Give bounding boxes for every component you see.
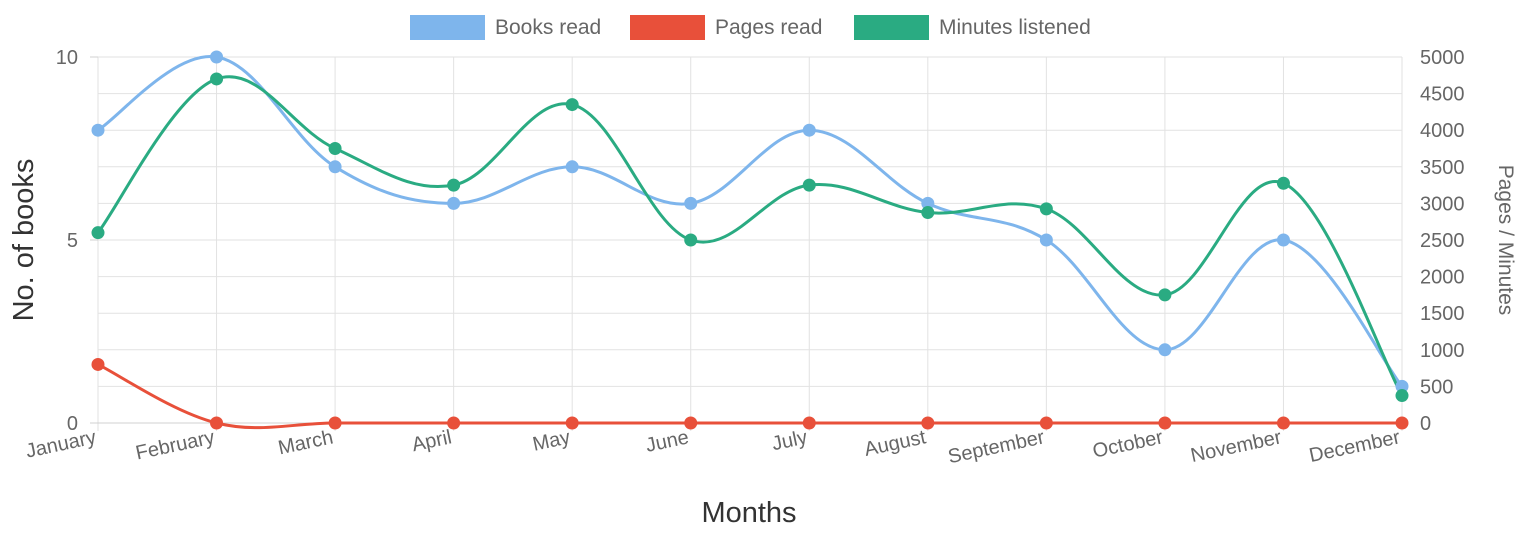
data-point-books-read[interactable] bbox=[91, 123, 105, 137]
legend[interactable]: Books read Pages read Minutes listened bbox=[410, 15, 1091, 40]
data-point-minutes-listened[interactable] bbox=[565, 98, 579, 112]
data-point-books-read[interactable] bbox=[802, 123, 816, 137]
legend-label: Pages read bbox=[715, 16, 822, 39]
data-point-pages-read[interactable] bbox=[1276, 416, 1290, 430]
data-point-pages-read[interactable] bbox=[210, 416, 224, 430]
data-point-pages-read[interactable] bbox=[1039, 416, 1053, 430]
x-tick-label: September bbox=[946, 426, 1047, 468]
data-point-pages-read[interactable] bbox=[565, 416, 579, 430]
legend-item-books-read[interactable]: Books read bbox=[410, 15, 601, 40]
y2-tick-label: 2000 bbox=[1420, 267, 1465, 289]
legend-item-pages-read[interactable]: Pages read bbox=[630, 15, 822, 40]
y2-tick-label: 5000 bbox=[1420, 47, 1465, 69]
x-tick-label: July bbox=[770, 426, 809, 455]
data-point-pages-read[interactable] bbox=[447, 416, 461, 430]
legend-label: Books read bbox=[495, 16, 601, 39]
data-point-books-read[interactable] bbox=[565, 160, 579, 174]
data-point-pages-read[interactable] bbox=[328, 416, 342, 430]
x-tick-label: April bbox=[410, 426, 454, 456]
y-tick-label: 0 bbox=[67, 413, 78, 435]
data-point-minutes-listened[interactable] bbox=[447, 178, 461, 192]
data-point-minutes-listened[interactable] bbox=[684, 233, 698, 247]
x-tick-label: November bbox=[1189, 426, 1284, 467]
series-lines bbox=[96, 55, 1404, 430]
y2-tick-label: 3000 bbox=[1420, 193, 1465, 215]
data-point-books-read[interactable] bbox=[1039, 233, 1053, 247]
grid-lines bbox=[97, 56, 1403, 431]
data-point-pages-read[interactable] bbox=[1158, 416, 1172, 430]
data-point-minutes-listened[interactable] bbox=[921, 206, 935, 220]
data-point-books-read[interactable] bbox=[328, 160, 342, 174]
data-point-minutes-listened[interactable] bbox=[91, 226, 105, 240]
data-point-pages-read[interactable] bbox=[802, 416, 816, 430]
data-point-books-read[interactable] bbox=[1276, 233, 1290, 247]
series-line-pages-read bbox=[97, 363, 1402, 430]
x-tick-label: March bbox=[276, 426, 335, 459]
data-point-books-read[interactable] bbox=[921, 196, 935, 210]
legend-swatch bbox=[854, 15, 929, 40]
data-point-pages-read[interactable] bbox=[1395, 416, 1409, 430]
y-tick-label: 10 bbox=[56, 47, 78, 69]
data-point-books-read[interactable] bbox=[1395, 379, 1409, 393]
data-point-pages-read[interactable] bbox=[91, 357, 105, 371]
y-axis-title: No. of books bbox=[8, 159, 40, 322]
legend-swatch bbox=[410, 15, 485, 40]
y2-tick-label: 2500 bbox=[1420, 230, 1465, 252]
legend-label: Minutes listened bbox=[939, 16, 1091, 39]
y-tick-label: 5 bbox=[67, 230, 78, 252]
data-point-minutes-listened[interactable] bbox=[1158, 288, 1172, 302]
legend-swatch bbox=[630, 15, 705, 40]
data-point-minutes-listened[interactable] bbox=[802, 178, 816, 192]
y2-tick-label: 500 bbox=[1420, 376, 1453, 398]
y2-tick-label: 0 bbox=[1420, 413, 1431, 435]
data-point-minutes-listened[interactable] bbox=[210, 72, 224, 86]
x-tick-label: January bbox=[24, 426, 98, 462]
x-tick-label: August bbox=[862, 426, 928, 461]
data-point-books-read[interactable] bbox=[447, 196, 461, 210]
data-point-minutes-listened[interactable] bbox=[1039, 202, 1053, 216]
data-point-minutes-listened[interactable] bbox=[1395, 389, 1409, 403]
x-tick-label: February bbox=[134, 426, 217, 464]
data-point-pages-read[interactable] bbox=[684, 416, 698, 430]
data-point-books-read[interactable] bbox=[684, 196, 698, 210]
legend-item-minutes-listened[interactable]: Minutes listened bbox=[854, 15, 1091, 40]
series-line-books-read bbox=[97, 55, 1404, 388]
data-point-minutes-listened[interactable] bbox=[328, 142, 342, 155]
data-point-pages-read[interactable] bbox=[921, 416, 935, 430]
x-tick-label: May bbox=[531, 426, 573, 455]
y2-tick-label: 4000 bbox=[1420, 120, 1465, 142]
series-line-minutes-listened bbox=[96, 75, 1404, 397]
x-tick-label: June bbox=[644, 426, 691, 457]
data-point-minutes-listened[interactable] bbox=[1276, 176, 1290, 190]
x-tick-label: October bbox=[1091, 426, 1165, 462]
x-tick-label: December bbox=[1307, 426, 1402, 467]
data-point-books-read[interactable] bbox=[1158, 343, 1172, 357]
data-point-books-read[interactable] bbox=[210, 50, 224, 64]
y2-tick-label: 1500 bbox=[1420, 303, 1465, 325]
x-axis-title: Months bbox=[701, 497, 796, 529]
y2-axis-title: Pages / Minutes bbox=[1494, 165, 1517, 316]
data-points bbox=[91, 50, 1409, 430]
y2-tick-label: 4500 bbox=[1420, 84, 1465, 106]
y2-tick-label: 3500 bbox=[1420, 157, 1465, 179]
y2-tick-label: 1000 bbox=[1420, 340, 1465, 362]
